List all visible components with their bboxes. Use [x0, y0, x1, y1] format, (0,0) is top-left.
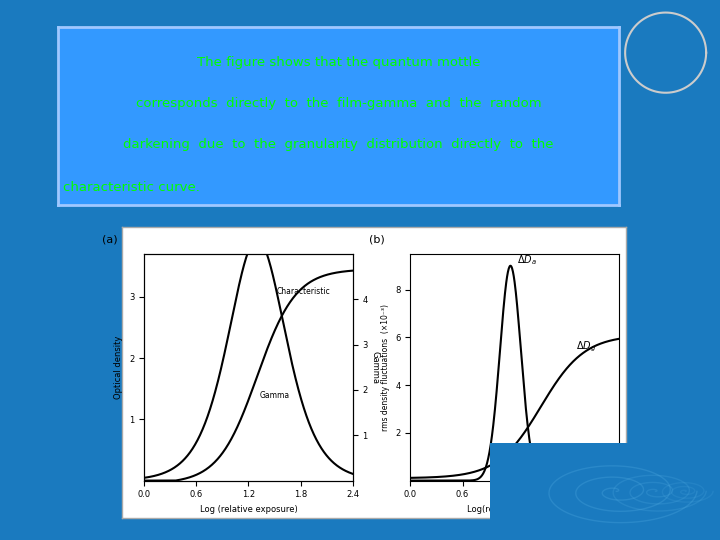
Text: corresponds  directly  to  the  film-gamma  and  the  random: corresponds directly to the film-gamma a… — [135, 97, 541, 110]
Text: darkening  due  to  the  granularity  distribution  directly  to  the: darkening due to the granularity distrib… — [123, 138, 554, 151]
Y-axis label: Optical density: Optical density — [114, 335, 123, 399]
Text: $\Delta D_g$: $\Delta D_g$ — [576, 340, 596, 354]
Text: (b): (b) — [369, 234, 384, 245]
Y-axis label: Gamma: Gamma — [370, 350, 379, 384]
Text: Characteristic: Characteristic — [276, 287, 330, 295]
X-axis label: Log (relative exposure): Log (relative exposure) — [199, 505, 297, 514]
Text: characteristic curve.: characteristic curve. — [63, 181, 200, 194]
Text: The figure shows that the quantum mottle: The figure shows that the quantum mottle — [197, 56, 480, 69]
Text: $\Delta D_a$: $\Delta D_a$ — [516, 253, 536, 267]
Text: (a): (a) — [102, 234, 118, 245]
X-axis label: Log(relative exposure): Log(relative exposure) — [467, 505, 562, 514]
Y-axis label: rms density fluctuations  (×10⁻³): rms density fluctuations (×10⁻³) — [381, 303, 390, 431]
Text: Gamma: Gamma — [260, 391, 290, 400]
